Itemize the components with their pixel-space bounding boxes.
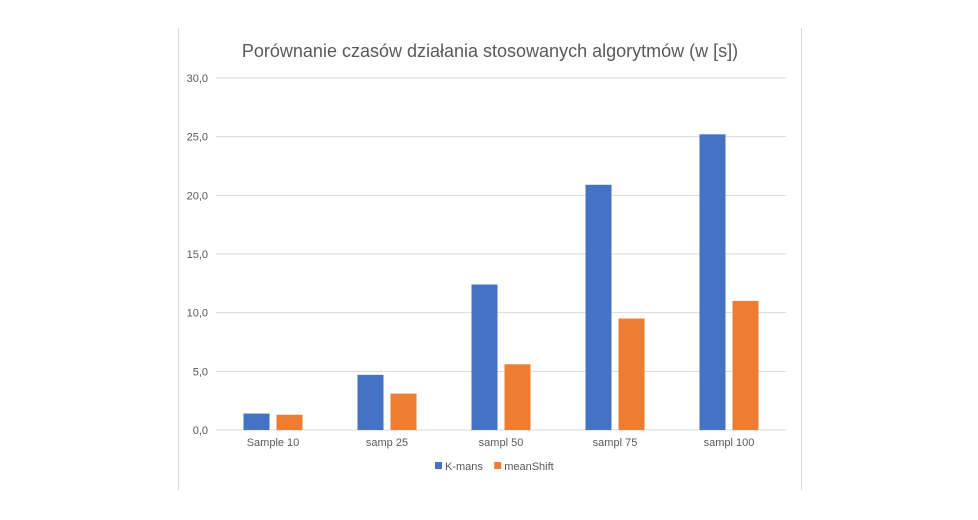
- y-tick-label: 5,0: [193, 366, 208, 378]
- x-category-label: sampl 75: [593, 437, 638, 449]
- bar-meanshift: [732, 300, 759, 430]
- gridlines: [216, 77, 786, 431]
- y-axis-ticks: 0,0 5,0 10,0 15,0 20,0 25,0 30,0: [187, 73, 208, 437]
- x-category-label: sampl 100: [704, 437, 755, 449]
- x-category-label: samp 25: [366, 437, 408, 449]
- bar-k-mans: [585, 184, 612, 430]
- y-tick-label: 10,0: [187, 308, 208, 320]
- legend-swatch: [435, 462, 442, 469]
- x-axis-categories: Sample 10 samp 25 sampl 50 sampl 75 sampl 10…: [247, 437, 755, 449]
- y-tick-label: 20,0: [187, 190, 208, 202]
- legend: K-mans meanShift: [435, 461, 554, 473]
- bar-meanshift: [618, 318, 645, 430]
- bar-k-mans: [243, 413, 270, 430]
- bar-meanshift: [504, 364, 531, 430]
- chart-area: Porównanie czasów działania stosowanych …: [178, 28, 802, 490]
- bar-k-mans: [699, 134, 726, 430]
- x-category-label: Sample 10: [247, 437, 300, 449]
- legend-label: meanShift: [504, 461, 554, 473]
- y-tick-label: 15,0: [187, 249, 208, 261]
- bar-meanshift: [276, 414, 303, 430]
- legend-label: K-mans: [445, 461, 483, 473]
- bars: [243, 134, 759, 430]
- bar-meanshift: [390, 393, 417, 430]
- chart-title: Porównanie czasów działania stosowanych …: [242, 41, 738, 61]
- legend-swatch: [494, 462, 502, 469]
- bar-k-mans: [471, 284, 498, 430]
- y-tick-label: 25,0: [187, 132, 208, 144]
- bar-k-mans: [357, 374, 384, 430]
- y-tick-label: 30,0: [187, 73, 208, 85]
- x-category-label: sampl 50: [479, 437, 524, 449]
- bar-chart: Porównanie czasów działania stosowanych …: [187, 41, 786, 473]
- y-tick-label: 0,0: [193, 425, 208, 437]
